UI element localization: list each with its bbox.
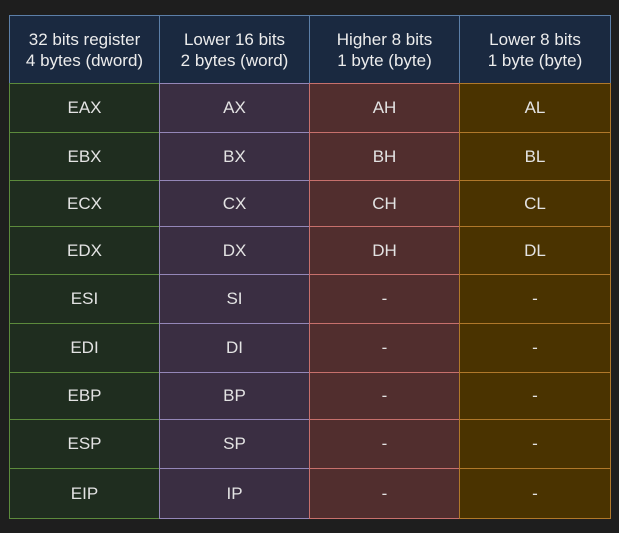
register-32-cell: EDI (9, 323, 160, 373)
header-16-bit-size: 2 bytes (word) (180, 50, 289, 70)
register-32-cell: EDX (9, 226, 160, 275)
header-32-bit: 32 bits register 4 bytes (dword) (9, 15, 160, 84)
register-low-8-cell: - (459, 323, 611, 373)
register-low-8-cell: CL (459, 180, 611, 227)
register-high-8-cell: - (309, 274, 460, 324)
register-low-8-cell: BL (459, 132, 611, 181)
header-high-8-bit-title: Higher 8 bits (336, 29, 433, 49)
header-high-8-bit-size: 1 byte (byte) (337, 50, 432, 70)
register-32-cell: ECX (9, 180, 160, 227)
header-high-8-bit: Higher 8 bits 1 byte (byte) (309, 15, 460, 84)
register-32-cell: EIP (9, 468, 160, 519)
register-high-8-cell: CH (309, 180, 460, 227)
register-low-8-cell: - (459, 372, 611, 420)
header-low-8-bit-size: 1 byte (byte) (487, 50, 583, 70)
register-low-8-cell: AL (459, 83, 611, 133)
register-16-cell: BX (159, 132, 310, 181)
register-16-cell: DX (159, 226, 310, 275)
header-16-bit-title: Lower 16 bits (183, 29, 286, 49)
register-high-8-cell: - (309, 323, 460, 373)
register-high-8-cell: - (309, 372, 460, 420)
register-16-cell: CX (159, 180, 310, 227)
register-low-8-cell: - (459, 419, 611, 469)
register-high-8-cell: BH (309, 132, 460, 181)
register-16-cell: BP (159, 372, 310, 420)
register-16-cell: SP (159, 419, 310, 469)
header-16-bit: Lower 16 bits 2 bytes (word) (159, 15, 310, 84)
register-table: 32 bits register 4 bytes (dword) Lower 1… (9, 15, 611, 521)
register-low-8-cell: - (459, 274, 611, 324)
register-16-cell: DI (159, 323, 310, 373)
register-32-cell: EBP (9, 372, 160, 420)
register-16-cell: AX (159, 83, 310, 133)
header-low-8-bit-title: Lower 8 bits (489, 29, 581, 49)
register-32-cell: EAX (9, 83, 160, 133)
register-high-8-cell: AH (309, 83, 460, 133)
register-high-8-cell: - (309, 419, 460, 469)
header-low-8-bit: Lower 8 bits 1 byte (byte) (459, 15, 611, 84)
register-low-8-cell: - (459, 468, 611, 519)
register-low-8-cell: DL (459, 226, 611, 275)
register-32-cell: ESP (9, 419, 160, 469)
header-32-bit-title: 32 bits register (28, 29, 141, 49)
register-32-cell: EBX (9, 132, 160, 181)
header-32-bit-size: 4 bytes (dword) (25, 50, 144, 70)
register-16-cell: SI (159, 274, 310, 324)
register-high-8-cell: - (309, 468, 460, 519)
register-32-cell: ESI (9, 274, 160, 324)
register-16-cell: IP (159, 468, 310, 519)
register-high-8-cell: DH (309, 226, 460, 275)
